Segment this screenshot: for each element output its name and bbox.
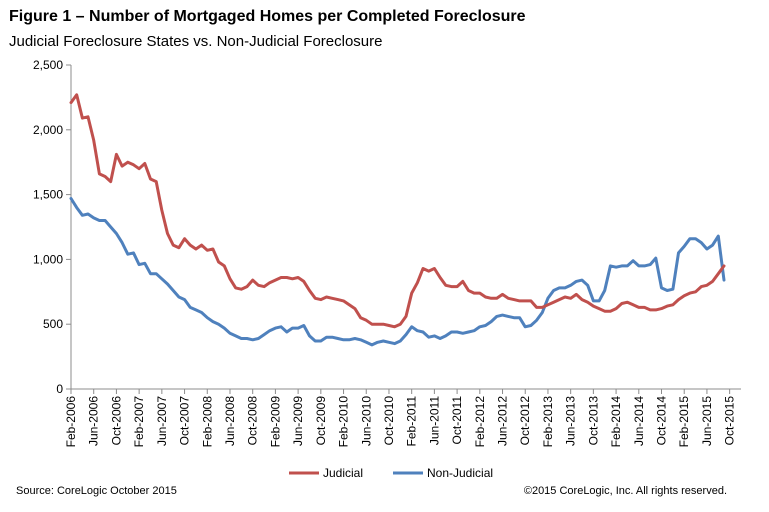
series-layer [69,93,726,347]
legend: Judicial Non-Judicial [289,466,493,480]
x-tick-label: Jun-2011 [427,396,441,445]
x-tick-label: Feb-2010 [337,396,351,448]
x-tick-label: Feb-2014 [609,396,623,448]
x-tick-label: Jun-2007 [155,396,169,446]
copyright-note: ©2015 CoreLogic, Inc. All rights reserve… [523,485,727,497]
x-tick-label: Oct-2006 [109,396,123,446]
source-note: Source: CoreLogic October 2015 [16,485,177,497]
y-tick-label: 1,000 [33,252,63,266]
x-tick-label: Oct-2015 [723,396,737,446]
y-tick-label: 2,500 [33,58,63,72]
x-tick-label: Oct-2014 [655,396,669,446]
x-tick-label: Oct-2008 [246,396,260,446]
legend-item: Non-Judicial [393,466,493,480]
series-line-judicial [69,93,726,329]
x-tick-label: Oct-2011 [450,396,464,445]
series-line-non-judicial [69,197,726,347]
x-tick-label: Feb-2015 [677,396,691,448]
y-tick-label: 1,500 [33,188,63,202]
x-tick-label: Jun-2013 [564,396,578,446]
x-tick-label: Feb-2012 [473,396,487,448]
x-tick-label: Jun-2014 [632,396,646,446]
x-tick-label: Oct-2010 [382,396,396,446]
axes: 0 500 1,000 1,500 2,000 2,500 Feb-2006 Jun-2006… [33,58,741,447]
x-tick-label: Oct-2012 [518,396,532,446]
x-tick-label: Jun-2015 [700,396,714,446]
x-tick-label: Feb-2008 [200,396,214,448]
y-tick-label: 500 [43,317,63,331]
x-tick-label: Jun-2012 [496,396,510,446]
x-tick-label: Feb-2006 [64,396,78,448]
x-tick-label: Feb-2013 [541,396,555,448]
x-tick-label: Oct-2007 [178,396,192,446]
legend-label: Non-Judicial [427,466,493,480]
chart-subtitle: Judicial Foreclosure States vs. Non-Judi… [9,33,383,50]
chart-title: Figure 1 – Number of Mortgaged Homes per… [9,8,526,25]
x-tick-label: Feb-2011 [405,396,419,447]
x-tick-label: Oct-2013 [586,396,600,446]
legend-item: Judicial [289,466,363,480]
x-tick-label: Jun-2006 [87,396,101,446]
legend-label: Judicial [323,466,363,480]
x-tick-label: Feb-2007 [132,396,146,448]
x-tick-label: Jun-2009 [291,396,305,446]
x-tick-label: Jun-2008 [223,396,237,446]
x-tick-label: Jun-2010 [359,396,373,446]
y-tick-label: 2,000 [33,123,63,137]
x-tick-label: Feb-2009 [268,396,282,448]
x-tick-label: Oct-2009 [314,396,328,446]
y-tick-label: 0 [56,382,63,396]
